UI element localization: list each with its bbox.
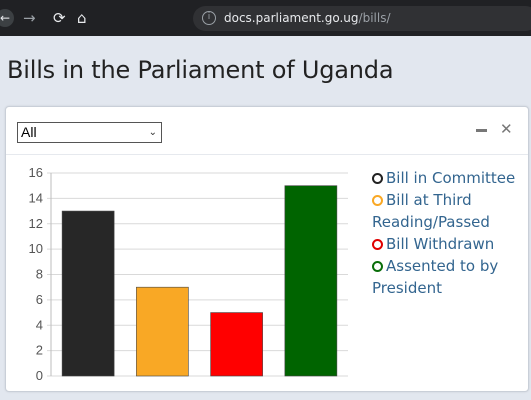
filter-selected-value: All	[21, 124, 37, 140]
close-icon[interactable]: ✕	[500, 120, 513, 138]
browser-toolbar: ← → ⟳ ⌂ i docs.parliament.go.ug/bills/	[0, 0, 531, 36]
home-icon[interactable]: ⌂	[77, 9, 87, 27]
panel-header: All ⌄ ✕	[6, 107, 528, 155]
legend-label: Assented to by President	[372, 257, 499, 297]
page-title: Bills in the Parliament of Uganda	[7, 56, 394, 84]
y-tick-label: 6	[36, 292, 43, 307]
chart-panel: All ⌄ ✕ 0 2 4 6 8 10 12 14 16 Bill in Committee B…	[5, 106, 529, 392]
info-icon[interactable]: i	[202, 11, 216, 25]
y-tick-label: 4	[36, 317, 43, 332]
bar[interactable]	[136, 286, 189, 377]
minimize-icon[interactable]	[476, 123, 487, 135]
y-tick-label: 16	[29, 165, 43, 180]
url-path: /bills/	[358, 11, 391, 25]
y-tick-label: 14	[29, 190, 43, 205]
y-tick-label: 10	[29, 241, 43, 256]
back-arrow-icon[interactable]: ←	[0, 9, 14, 27]
bar[interactable]	[61, 210, 115, 377]
filter-select[interactable]: All ⌄	[17, 122, 162, 143]
legend-marker-icon	[372, 239, 383, 250]
legend-label: Bill in Committee	[386, 169, 516, 187]
legend-item[interactable]: Assented to by President	[372, 255, 517, 299]
url-host: docs.parliament.go.ug	[224, 11, 359, 25]
legend-item[interactable]: Bill in Committee	[372, 167, 517, 189]
forward-arrow-icon[interactable]: →	[23, 9, 36, 27]
reload-icon[interactable]: ⟳	[53, 9, 66, 27]
y-tick-label: 0	[36, 368, 43, 383]
bar[interactable]	[210, 312, 263, 377]
y-tick-label: 8	[36, 267, 43, 282]
url-text[interactable]: docs.parliament.go.ug/bills/	[224, 11, 391, 26]
legend-marker-icon	[372, 173, 383, 184]
legend-marker-icon	[372, 261, 383, 272]
legend-marker-icon	[372, 195, 383, 206]
address-bar[interactable]: i docs.parliament.go.ug/bills/	[193, 6, 531, 31]
bar[interactable]	[284, 185, 338, 377]
y-tick-label: 2	[36, 343, 43, 358]
legend-item[interactable]: Bill at Third Reading/Passed	[372, 189, 517, 233]
bar-chart: 0 2 4 6 8 10 12 14 16	[29, 165, 348, 383]
y-tick-label: 12	[29, 216, 43, 231]
legend-label: Bill Withdrawn	[386, 235, 495, 253]
chevron-down-icon: ⌄	[148, 127, 157, 138]
chart-legend: Bill in Committee Bill at Third Reading/P…	[372, 167, 517, 299]
legend-item[interactable]: Bill Withdrawn	[372, 233, 517, 255]
legend-label: Bill at Third Reading/Passed	[372, 191, 490, 231]
